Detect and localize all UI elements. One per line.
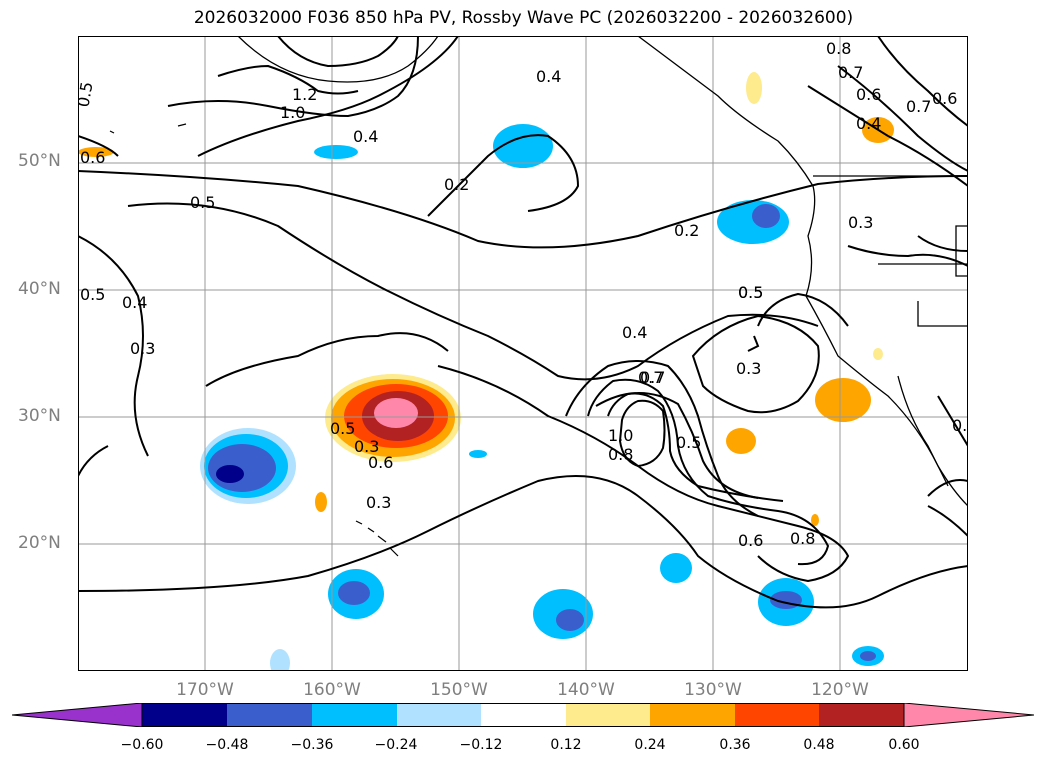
contour-label: 0.4 bbox=[622, 323, 647, 342]
contour-label: 0.3 bbox=[130, 339, 155, 358]
contour-label: 0.7 bbox=[638, 368, 663, 387]
map-canvas: 0.5 0.6 1.0 1.2 0.4 0.8 0.7 0.6 0.7 0.4 … bbox=[78, 36, 968, 671]
contour-label: 1.2 bbox=[292, 85, 317, 104]
contour-label-layer: 0.5 0.6 1.0 1.2 0.4 0.8 0.7 0.6 0.7 0.4 … bbox=[78, 39, 968, 550]
anomaly-fill-layer bbox=[78, 72, 894, 671]
contour-label: 0.6 bbox=[932, 89, 957, 108]
colorbar-bin bbox=[819, 703, 904, 727]
contour-label: 1.0 bbox=[608, 426, 633, 445]
colorbar-bin bbox=[142, 703, 227, 727]
contour-label: 0.3 bbox=[354, 437, 379, 456]
contour-label: 0.6 bbox=[368, 453, 393, 472]
contour-label: 0.5 bbox=[738, 283, 763, 302]
contour-label: 0.6 bbox=[738, 531, 763, 550]
contour-label: 0.4 bbox=[856, 114, 881, 133]
colorbar bbox=[11, 702, 1035, 728]
contour-label: 0.5 bbox=[80, 285, 105, 304]
lat-label-40n: 40°N bbox=[18, 279, 61, 299]
colorbar-bin bbox=[650, 703, 735, 727]
colorbar-bin bbox=[566, 703, 650, 727]
colorbar-tick-label: −0.12 bbox=[459, 737, 503, 753]
contour-label: 0.5 bbox=[676, 433, 701, 452]
colorbar-bin bbox=[397, 703, 481, 727]
negative-anomaly-west bbox=[200, 428, 296, 504]
colorbar-bin bbox=[312, 703, 397, 727]
positive-anomaly-center bbox=[325, 374, 461, 462]
contour-label: 0.8 bbox=[608, 445, 633, 464]
contour-label: 0.2 bbox=[674, 221, 699, 240]
contour-label: 0.6 bbox=[856, 85, 881, 104]
colorbar-tick-label: 0.12 bbox=[550, 737, 582, 753]
contour-label: 0.5 bbox=[738, 283, 763, 302]
colorbar-bin bbox=[735, 703, 819, 727]
colorbar-tick-label: 0.24 bbox=[634, 737, 666, 753]
contour-label: 0.5 bbox=[330, 419, 355, 438]
map-title: 2026032000 F036 850 hPa PV, Rossby Wave … bbox=[193, 8, 854, 28]
colorbar-tick-label: −0.36 bbox=[290, 737, 334, 753]
contour-label: 0.8 bbox=[790, 529, 815, 548]
colorbar-extend-low bbox=[11, 702, 143, 728]
contour-label: 0.4 bbox=[536, 67, 561, 86]
contour-label: 0.4 bbox=[122, 293, 147, 312]
islands bbox=[109, 123, 399, 557]
lon-label-150w: 150°W bbox=[430, 680, 488, 700]
graticule bbox=[78, 36, 968, 671]
lon-label-160w: 160°W bbox=[303, 680, 361, 700]
contour-label: 0.7 bbox=[640, 368, 665, 387]
contour-label: 0.2 bbox=[444, 175, 469, 194]
contour-label: 0.5 bbox=[190, 193, 215, 212]
contour-label: 0.4 bbox=[952, 416, 968, 435]
lon-label-170w: 170°W bbox=[176, 680, 234, 700]
lat-label-50n: 50°N bbox=[18, 151, 61, 171]
negative-anomaly-hawaii bbox=[328, 569, 384, 619]
colorbar-bin bbox=[481, 703, 566, 727]
colorbar-bin bbox=[227, 703, 312, 727]
colorbar-tick-label: −0.24 bbox=[374, 737, 418, 753]
lon-label-130w: 130°W bbox=[684, 680, 742, 700]
colorbar-tick-label: 0.36 bbox=[719, 737, 751, 753]
colorbar-tick-label: −0.60 bbox=[120, 737, 164, 753]
contour-label: 0.5 bbox=[78, 80, 97, 108]
lon-label-140w: 140°W bbox=[557, 680, 615, 700]
colorbar-tick-label: 0.60 bbox=[888, 737, 920, 753]
colorbar-extend-high bbox=[903, 702, 1035, 728]
contour-label: 0.3 bbox=[848, 213, 873, 232]
contour-label: 1.0 bbox=[280, 103, 305, 122]
contour-label: 0.3 bbox=[366, 493, 391, 512]
contour-label: 0.8 bbox=[826, 39, 851, 58]
lat-label-30n: 30°N bbox=[18, 406, 61, 426]
contour-label: 0.4 bbox=[353, 127, 378, 146]
colorbar-canvas bbox=[11, 702, 1035, 728]
contour-label: 0.7 bbox=[906, 97, 931, 116]
map-panel: 0.5 0.6 1.0 1.2 0.4 0.8 0.7 0.6 0.7 0.4 … bbox=[78, 36, 968, 671]
lon-label-120w: 120°W bbox=[811, 680, 869, 700]
colorbar-tick-label: −0.48 bbox=[205, 737, 249, 753]
negative-anomaly-south bbox=[533, 589, 593, 639]
contour-label: 0.6 bbox=[80, 148, 105, 167]
contour-label: 0.7 bbox=[838, 63, 863, 82]
contour-label: 0.3 bbox=[736, 359, 761, 378]
lat-label-20n: 20°N bbox=[18, 533, 61, 553]
pv-contours bbox=[78, 36, 968, 609]
colorbar-tick-label: 0.48 bbox=[803, 737, 835, 753]
